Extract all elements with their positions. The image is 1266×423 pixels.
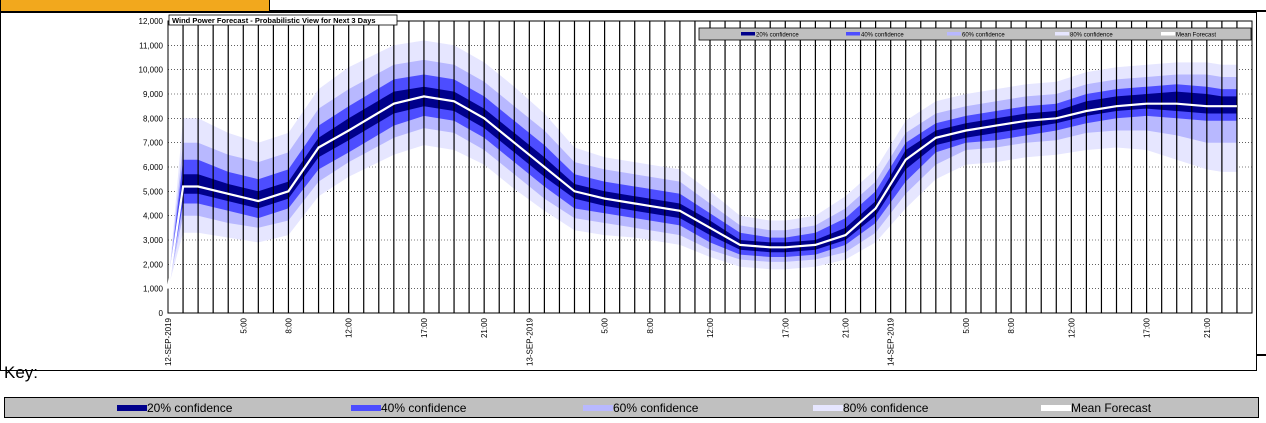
legend-entry: 40% confidence <box>861 33 904 39</box>
chart-title-box <box>168 14 398 26</box>
x-tick-label: 12:00 <box>706 317 715 338</box>
key-item-20: 20% confidence <box>117 400 232 416</box>
frame-edge <box>1257 354 1266 356</box>
mean-forecast-line <box>166 95 1237 289</box>
x-tick-label: 21:00 <box>1203 317 1212 338</box>
x-tick-label: 17:00 <box>1143 317 1152 338</box>
key-legend-bar: 20% confidence 40% confidence 60% confid… <box>4 397 1259 418</box>
chart-title: Wind Power Forecast - Probabilistic View… <box>172 16 376 25</box>
chart-frame: 0 1,000 2,000 3,000 4,000 5,000 6,000 7,000 8,00… <box>0 12 1257 371</box>
x-tick-label: 5:00 <box>239 317 248 333</box>
x-tick-label: 21:00 <box>480 317 489 338</box>
y-tick-label: 2,000 <box>143 260 164 269</box>
key-swatch-60 <box>583 405 613 411</box>
key-item-60: 60% confidence <box>583 400 698 416</box>
legend-swatch <box>947 32 961 36</box>
legend-swatch <box>741 32 755 36</box>
x-tick-label: 8:00 <box>1007 317 1016 333</box>
legend-swatch <box>846 32 860 36</box>
y-tick-label: 7,000 <box>143 139 164 148</box>
key-swatch-40 <box>351 405 381 411</box>
legend-swatch <box>1055 32 1069 36</box>
key-label: Key: <box>4 363 39 382</box>
x-tick-label: 13-SEP-2019 <box>525 317 534 366</box>
band-20-confidence <box>168 86 1237 289</box>
header-divider <box>270 10 1266 12</box>
y-tick-label: 10,000 <box>139 66 164 75</box>
x-tick-label: 12:00 <box>345 317 354 338</box>
y-tick-label: 8,000 <box>143 114 164 123</box>
key-swatch-20 <box>117 405 147 411</box>
x-tick-label: 8:00 <box>646 317 655 333</box>
y-tick-label: 4,000 <box>143 212 164 221</box>
key-text-40: 40% confidence <box>381 401 467 415</box>
legend-box <box>698 27 1252 41</box>
x-tick-label: 5:00 <box>962 317 971 333</box>
y-tick-label: 3,000 <box>143 236 164 245</box>
key-item-mean: Mean Forecast <box>1041 400 1151 416</box>
y-tick-label: 6,000 <box>143 163 164 172</box>
legend-swatch <box>1161 32 1175 36</box>
key-text-60: 60% confidence <box>613 401 699 415</box>
legend-entry: 60% confidence <box>962 33 1005 39</box>
key-swatch-mean <box>1041 405 1071 411</box>
forecast-chart: 0 1,000 2,000 3,000 4,000 5,000 6,000 7,000 8,00… <box>139 14 1253 366</box>
key-item-80: 80% confidence <box>813 400 928 416</box>
x-tick-label: 8:00 <box>284 317 293 333</box>
y-tick-label: 1,000 <box>143 285 164 294</box>
y-tick-label: 0 <box>159 309 164 318</box>
y-tick-label: 11,000 <box>139 41 163 50</box>
y-tick-label: 12,000 <box>139 17 164 26</box>
y-tick-label: 5,000 <box>143 187 164 196</box>
x-tick-label: 21:00 <box>842 317 851 338</box>
key-text-80: 80% confidence <box>843 401 929 415</box>
key-text-20: 20% confidence <box>147 401 233 415</box>
key-text-mean: Mean Forecast <box>1071 401 1152 415</box>
x-tick-label: 17:00 <box>781 317 790 338</box>
legend-entry: 80% confidence <box>1070 33 1113 39</box>
x-tick-label: 12:00 <box>1067 317 1076 338</box>
key-item-40: 40% confidence <box>351 400 466 416</box>
y-tick-label: 9,000 <box>143 90 164 99</box>
x-tick-label: 14-SEP-2019 <box>887 317 896 366</box>
legend-entry: 20% confidence <box>756 33 799 39</box>
x-tick-label: 12-SEP-2019 <box>164 317 173 366</box>
header-tab <box>0 0 270 12</box>
x-tick-label: 17:00 <box>420 317 429 338</box>
key-swatch-80 <box>813 405 843 411</box>
legend-entry: Mean Forecast <box>1176 33 1216 39</box>
x-tick-label: 5:00 <box>601 317 610 333</box>
